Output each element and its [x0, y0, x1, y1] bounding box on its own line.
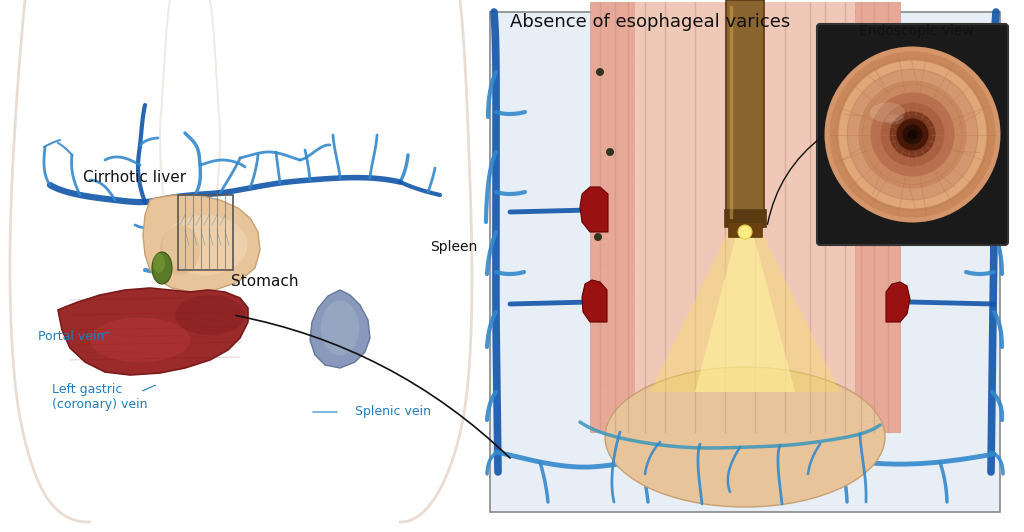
Bar — [728, 222, 762, 237]
Circle shape — [907, 129, 918, 139]
Circle shape — [596, 68, 604, 76]
Text: Left gastric
(coronary) vein: Left gastric (coronary) vein — [52, 383, 147, 411]
Polygon shape — [58, 288, 248, 375]
Bar — [724, 209, 766, 227]
Circle shape — [738, 225, 752, 239]
Circle shape — [893, 148, 901, 156]
Circle shape — [839, 61, 986, 209]
Circle shape — [847, 69, 979, 201]
Circle shape — [888, 228, 896, 236]
Polygon shape — [310, 290, 370, 368]
Polygon shape — [695, 232, 795, 392]
Polygon shape — [582, 280, 607, 322]
Ellipse shape — [153, 253, 165, 273]
Bar — [590, 2, 635, 432]
Circle shape — [902, 124, 923, 145]
Circle shape — [858, 80, 967, 188]
Text: Cirrhotic liver: Cirrhotic liver — [83, 170, 186, 185]
Ellipse shape — [870, 103, 905, 122]
Text: Portal vein: Portal vein — [38, 330, 104, 344]
Bar — [490, 12, 1000, 512]
Circle shape — [726, 178, 734, 186]
FancyBboxPatch shape — [817, 24, 1008, 245]
Circle shape — [824, 46, 1000, 222]
Circle shape — [896, 119, 929, 151]
Ellipse shape — [152, 252, 172, 284]
Ellipse shape — [605, 367, 885, 507]
Bar — [178, 195, 233, 270]
Polygon shape — [580, 187, 608, 232]
Bar — [635, 2, 855, 432]
Circle shape — [829, 52, 995, 218]
Ellipse shape — [163, 215, 248, 275]
Ellipse shape — [160, 225, 200, 275]
Circle shape — [890, 112, 936, 157]
Text: Absence of esophageal varices: Absence of esophageal varices — [510, 13, 791, 31]
Ellipse shape — [90, 318, 190, 362]
Circle shape — [606, 148, 614, 156]
Bar — [855, 2, 900, 432]
Polygon shape — [143, 195, 260, 292]
Ellipse shape — [886, 114, 903, 124]
Circle shape — [881, 103, 944, 167]
Text: Stomach: Stomach — [231, 275, 299, 289]
Polygon shape — [886, 282, 910, 322]
Circle shape — [870, 93, 954, 177]
Polygon shape — [885, 189, 910, 232]
Polygon shape — [650, 232, 840, 392]
Bar — [726, 0, 764, 222]
Text: Endoscopic view: Endoscopic view — [859, 24, 974, 38]
Circle shape — [594, 233, 602, 241]
Text: Spleen: Spleen — [430, 240, 477, 254]
Text: Splenic vein: Splenic vein — [355, 405, 431, 419]
Circle shape — [891, 68, 899, 76]
Ellipse shape — [321, 301, 359, 355]
Ellipse shape — [175, 295, 245, 335]
